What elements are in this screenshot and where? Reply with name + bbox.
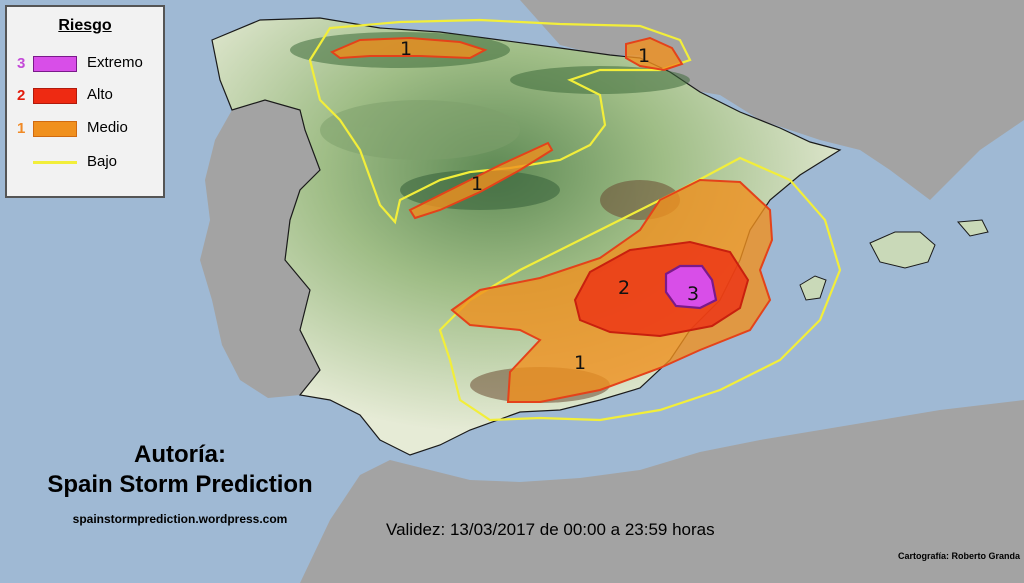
legend-item-medio: 1 Medio xyxy=(17,117,162,139)
medium-risk-zone-basque xyxy=(625,36,684,72)
high-risk-zone xyxy=(573,240,750,338)
authorship-name: Spain Storm Prediction xyxy=(47,471,313,498)
low-risk-zone-north xyxy=(308,18,692,225)
legend-item-extremo: 3 Extremo xyxy=(17,52,162,74)
legend-swatch-medio xyxy=(33,121,77,137)
risk-label-central: 1 xyxy=(471,173,484,195)
portugal-land xyxy=(200,100,320,398)
cartography-credit: Cartografía: Roberto Granda xyxy=(898,551,1021,561)
legend-label-alto: Alto xyxy=(87,86,113,103)
legend-label-extremo: Extremo xyxy=(87,54,143,71)
low-risk-zone-southeast xyxy=(438,156,842,422)
legend-swatch-extremo xyxy=(33,56,77,72)
legend-num-extremo: 3 xyxy=(17,55,26,72)
legend-label-bajo: Bajo xyxy=(87,153,118,170)
menorca-island xyxy=(956,219,989,237)
medium-risk-zone-central xyxy=(408,141,554,220)
authorship-block: Autoría: Spain Storm Prediction spainsto… xyxy=(40,440,320,526)
legend-box: Riesgo 3 Extremo 2 Alto 1 Medio Bajo xyxy=(5,5,165,198)
mallorca-island xyxy=(869,231,936,269)
ibiza-island xyxy=(799,275,827,301)
legend-num-alto: 2 xyxy=(17,87,26,104)
legend-swatch-alto xyxy=(33,88,77,104)
medium-risk-zone-cantabrian xyxy=(330,36,488,60)
authorship-heading: Autoría: xyxy=(134,441,226,468)
risk-label-high: 2 xyxy=(618,277,631,299)
legend-item-bajo: Bajo xyxy=(17,151,162,173)
legend-label-medio: Medio xyxy=(87,119,128,136)
risk-label-extreme: 3 xyxy=(687,283,700,305)
legend-num-medio: 1 xyxy=(17,120,26,137)
validity-text: Validez: 13/03/2017 de 00:00 a 23:59 hor… xyxy=(386,520,715,539)
extreme-risk-zone xyxy=(664,264,718,310)
risk-label-southeast: 1 xyxy=(574,352,587,374)
legend-item-alto: 2 Alto xyxy=(17,84,162,106)
legend-line-bajo xyxy=(33,161,77,164)
authorship-url: spainstormprediction.wordpress.com xyxy=(72,512,288,526)
risk-label-basque: 1 xyxy=(638,45,651,67)
legend-title: Riesgo xyxy=(58,17,112,34)
risk-label-cantabrian: 1 xyxy=(400,38,413,60)
north-africa-land xyxy=(300,400,1024,583)
